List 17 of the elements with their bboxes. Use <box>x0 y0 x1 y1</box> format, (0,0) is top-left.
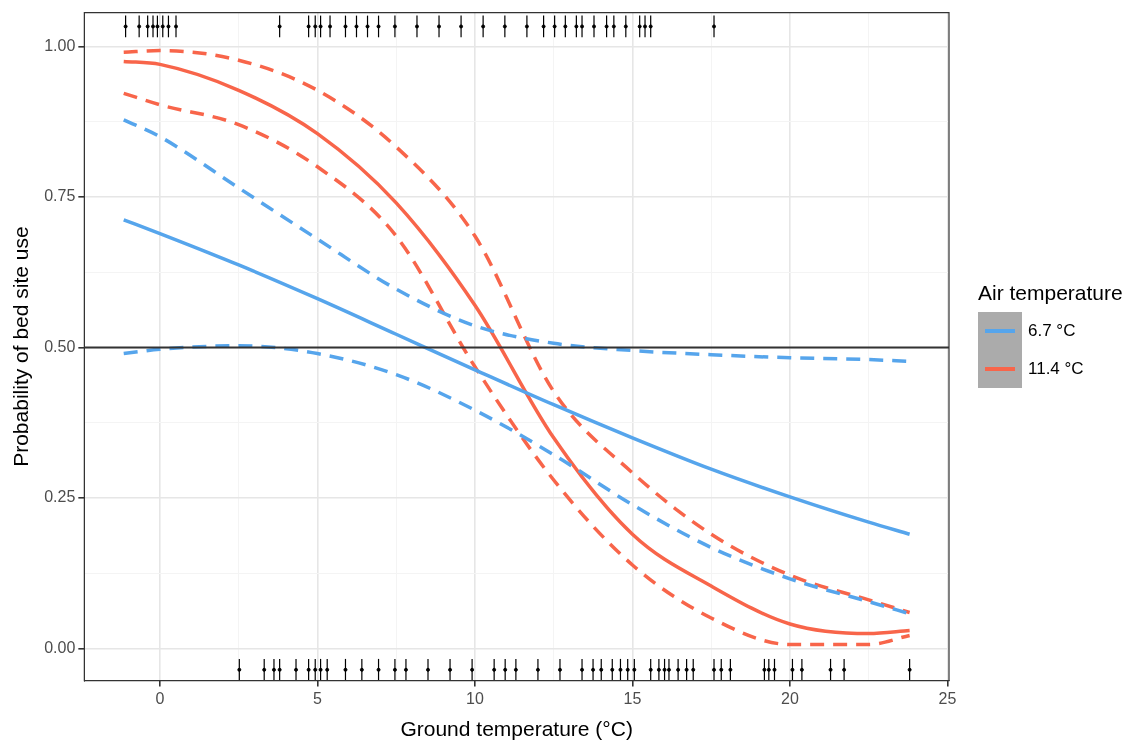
y-tick-label: 0.25 <box>44 488 76 506</box>
y-axis-title: Probability of bed site use <box>9 226 33 467</box>
legend-label: 11.4 °C <box>1028 359 1084 379</box>
x-axis-title: Ground temperature (°C) <box>400 717 633 741</box>
legend-title: Air temperature <box>978 280 1124 306</box>
x-tick-label: 10 <box>466 689 484 707</box>
x-tick-label: 5 <box>312 689 322 707</box>
y-tick-label: 0.75 <box>44 187 76 205</box>
y-tick-label: 1.00 <box>44 36 76 54</box>
x-tick-label: 25 <box>938 689 957 707</box>
y-tick-label: 0.00 <box>44 639 76 657</box>
x-tick-label: 15 <box>623 689 642 707</box>
line-series <box>121 218 912 536</box>
x-tick-label: 0 <box>155 689 165 707</box>
legend-label: 6.7 °C <box>1028 321 1076 341</box>
y-tick-label: 0.50 <box>44 337 76 355</box>
x-tick-label: 20 <box>781 689 799 707</box>
